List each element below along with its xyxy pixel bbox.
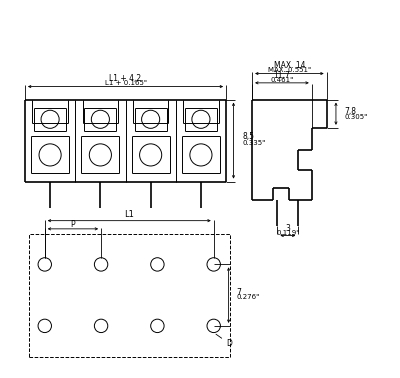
Text: 8,5: 8,5 — [243, 132, 255, 141]
Text: MAX. 14: MAX. 14 — [274, 61, 305, 70]
Text: 0.119": 0.119" — [276, 230, 300, 236]
Text: L1: L1 — [124, 210, 134, 219]
Text: L1 + 0.165": L1 + 0.165" — [104, 80, 146, 86]
Text: 7,8: 7,8 — [344, 107, 356, 116]
Text: 11,7: 11,7 — [274, 71, 290, 80]
Text: D: D — [216, 334, 233, 349]
Text: 7: 7 — [237, 288, 242, 297]
Text: 3: 3 — [286, 225, 290, 233]
Text: 0.276": 0.276" — [237, 294, 260, 301]
Bar — [29, 234, 230, 356]
Text: 0.461": 0.461" — [270, 77, 294, 83]
Text: L1 + 4,2: L1 + 4,2 — [110, 74, 142, 83]
Text: 0.335": 0.335" — [243, 140, 266, 146]
Text: 0.305": 0.305" — [344, 114, 367, 120]
Text: P: P — [71, 220, 75, 229]
Text: MAX. 0.551": MAX. 0.551" — [268, 67, 311, 73]
